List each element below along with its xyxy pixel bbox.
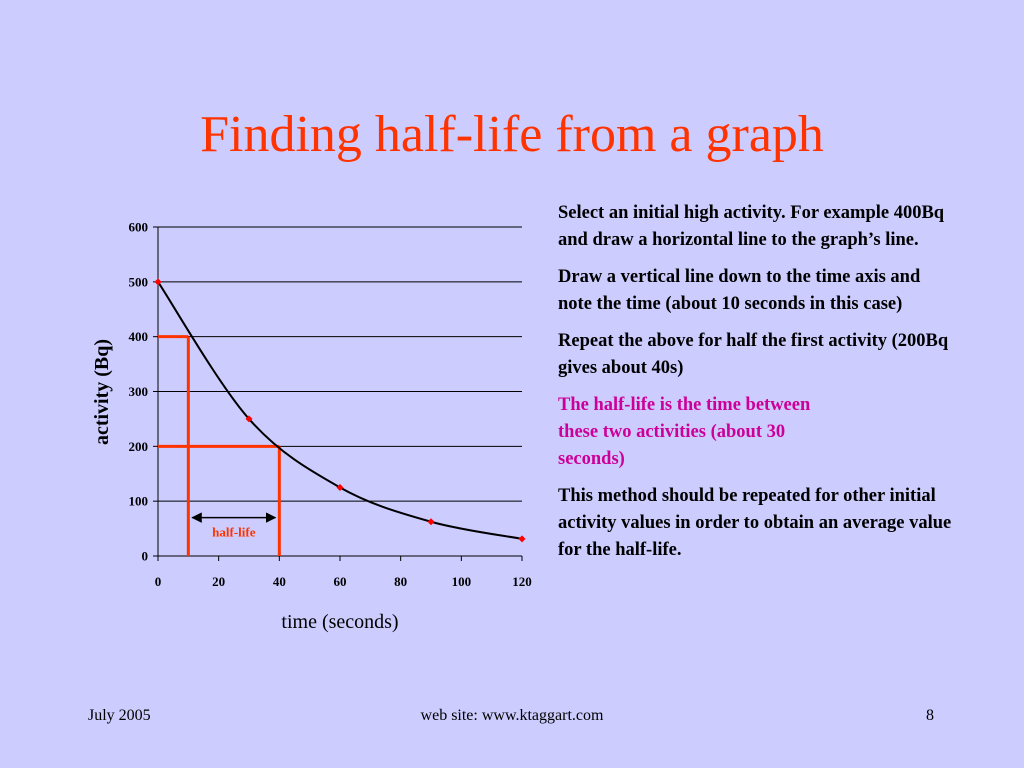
y-tick-label: 200 [129,439,149,454]
data-point-marker [518,535,526,543]
y-tick-label: 0 [142,549,149,564]
y-tick-label: 400 [129,329,149,344]
construction-lines: half-life [158,335,281,556]
data-point-marker [154,278,162,286]
instruction-paragraph: Repeat the above for half the first acti… [558,331,949,378]
half-life-chart: half-life 0 100 200 300 400 500 600 0 20 40 60 80 10… [91,220,532,634]
page-number: 8 [926,707,934,724]
x-tick-label: 20 [212,574,225,589]
data-points [154,278,526,543]
data-point-marker [245,415,253,423]
decay-curve-line [157,281,523,540]
x-tick-label: 100 [452,574,472,589]
instruction-paragraph: Draw a vertical line down to the time ax… [558,267,921,314]
x-tick-label: 60 [334,574,347,589]
highlight-instruction: The half-life is the time between these … [558,395,811,469]
x-axis-label: time (seconds) [281,611,398,633]
half-life-label: half-life [212,525,256,540]
y-tick-label: 500 [129,274,149,289]
x-tick-label: 40 [273,574,286,589]
decay-curve [157,281,523,540]
y-tick-label: 600 [129,220,149,235]
instructions-panel: Select an initial high activity. For exa… [558,200,958,574]
instruction-paragraph: Select an initial high activity. For exa… [558,203,945,250]
gridlines [153,226,523,561]
x-tick-label: 120 [512,574,532,589]
data-point-marker [427,518,435,526]
instruction-paragraph: This method should be repeated for other… [558,486,952,560]
data-point-marker [336,483,344,491]
y-axis-label: activity (Bq) [91,339,113,445]
footer-website: web site: www.ktaggart.com [420,707,604,724]
footer-date: July 2005 [88,707,151,724]
x-tick-label: 80 [394,574,407,589]
slide-title: Finding half-life from a graph [200,106,824,163]
tick-labels: 0 100 200 300 400 500 600 0 20 40 60 80 100 120 [129,220,532,590]
y-tick-label: 100 [129,494,149,509]
y-tick-label: 300 [129,384,149,399]
x-tick-label: 0 [155,574,162,589]
